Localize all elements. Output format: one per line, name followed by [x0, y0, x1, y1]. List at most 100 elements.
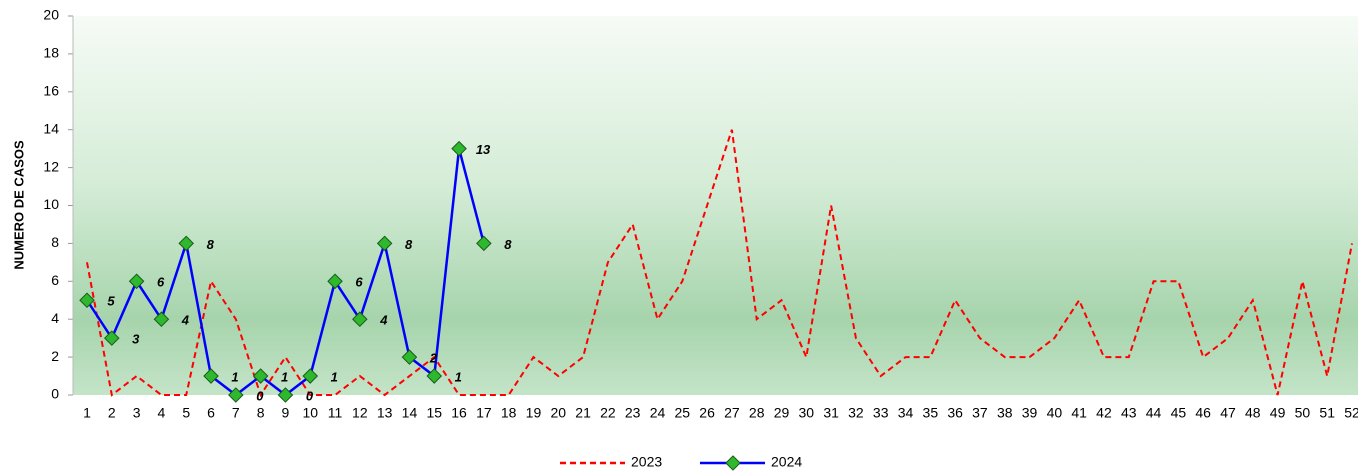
- y-tick-label: 12: [43, 158, 59, 174]
- marker: [327, 273, 343, 290]
- x-tick-label: 23: [625, 405, 641, 421]
- data-label: 0: [306, 388, 314, 403]
- x-tick-label: 38: [997, 405, 1013, 421]
- x-tick-label: 29: [774, 405, 790, 421]
- x-tick-label: 32: [848, 405, 864, 421]
- data-label: 3: [132, 332, 140, 347]
- x-tick-label: 51: [1319, 405, 1335, 421]
- series-line: [86, 129, 1353, 398]
- data-label: 2: [429, 351, 438, 366]
- x-tick-label: 33: [873, 405, 889, 421]
- data-label: 8: [504, 237, 512, 252]
- x-tick-label: 31: [823, 405, 839, 421]
- x-tick-label: 34: [898, 405, 914, 421]
- marker: [128, 273, 145, 290]
- x-tick-label: 11: [328, 405, 343, 421]
- y-tick-label: 18: [43, 45, 59, 61]
- x-tick-label: 48: [1245, 405, 1261, 421]
- x-tick-label: 1: [83, 405, 91, 421]
- x-tick-label: 52: [1344, 405, 1358, 421]
- data-label: 8: [405, 237, 413, 252]
- data-label: 1: [231, 369, 238, 384]
- y-tick-label: 14: [43, 120, 59, 136]
- x-tick-label: 45: [1171, 405, 1187, 421]
- x-tick-label: 46: [1195, 405, 1211, 421]
- data-label: 1: [281, 369, 288, 384]
- marker: [476, 235, 492, 252]
- x-tick-label: 39: [1022, 405, 1038, 421]
- legend-label: 2023: [631, 454, 662, 470]
- data-label: 13: [476, 142, 491, 157]
- y-tick-label: 8: [51, 234, 59, 250]
- data-label: 6: [355, 275, 363, 290]
- x-tick-label: 9: [282, 405, 290, 421]
- x-tick-label: 25: [675, 405, 691, 421]
- x-tick-label: 36: [947, 405, 963, 421]
- x-tick-label: 44: [1146, 405, 1162, 421]
- y-tick-label: 6: [51, 272, 59, 288]
- x-tick-label: 19: [526, 405, 542, 421]
- x-tick-label: 26: [699, 405, 715, 421]
- x-tick-label: 42: [1096, 405, 1112, 421]
- y-tick-label: 20: [43, 7, 59, 23]
- x-tick-label: 28: [749, 405, 765, 421]
- x-tick-label: 47: [1220, 405, 1236, 421]
- y-tick-label: 0: [51, 386, 59, 402]
- x-tick-label: 14: [402, 405, 418, 421]
- y-tick-label: 10: [43, 196, 59, 212]
- y-tick-label: 4: [51, 310, 59, 326]
- marker: [277, 387, 294, 403]
- x-tick-label: 5: [182, 405, 190, 421]
- marker: [104, 330, 120, 346]
- x-tick-label: 35: [923, 405, 939, 421]
- marker: [376, 235, 393, 252]
- x-tick-label: 43: [1121, 405, 1137, 421]
- data-label: 5: [107, 294, 115, 309]
- x-tick-label: 2: [108, 405, 116, 421]
- legend-marker: [725, 455, 741, 471]
- marker: [352, 311, 368, 327]
- x-tick-label: 4: [158, 405, 166, 421]
- marker: [401, 349, 418, 365]
- y-tick-label: 16: [43, 83, 59, 99]
- x-tick-label: 41: [1071, 405, 1087, 421]
- x-tick-label: 27: [724, 405, 740, 421]
- x-tick-label: 10: [302, 405, 318, 421]
- x-tick-label: 18: [501, 405, 517, 421]
- marker: [203, 368, 219, 384]
- x-tick-label: 40: [1047, 405, 1063, 421]
- marker: [228, 387, 244, 403]
- plot-area: [73, 16, 1358, 395]
- y-tick-label: 2: [51, 348, 59, 364]
- x-tick-label: 15: [426, 405, 442, 421]
- x-tick-label: 3: [133, 405, 141, 421]
- x-tick-label: 16: [451, 405, 467, 421]
- data-label: 1: [331, 369, 338, 384]
- x-tick-label: 24: [650, 405, 666, 421]
- marker: [451, 140, 467, 157]
- data-label: 0: [256, 388, 264, 403]
- data-label: 4: [181, 313, 190, 328]
- marker: [79, 292, 95, 309]
- x-tick-label: 12: [352, 405, 368, 421]
- x-tick-label: 6: [207, 405, 215, 421]
- x-tick-label: 20: [550, 405, 566, 421]
- marker: [178, 235, 194, 252]
- x-tick-label: 21: [575, 405, 591, 421]
- x-tick-label: 30: [799, 405, 815, 421]
- x-tick-label: 22: [600, 405, 616, 421]
- x-tick-label: 7: [232, 405, 240, 421]
- marker: [302, 368, 319, 384]
- marker: [426, 368, 443, 384]
- x-tick-label: 49: [1270, 405, 1286, 421]
- x-tick-label: 37: [972, 405, 988, 421]
- data-label: 4: [379, 313, 388, 328]
- marker: [153, 311, 170, 327]
- x-tick-label: 50: [1295, 405, 1311, 421]
- x-tick-label: 8: [257, 405, 265, 421]
- marker: [252, 368, 269, 384]
- data-label: 1: [455, 369, 462, 384]
- data-label: 6: [157, 275, 165, 290]
